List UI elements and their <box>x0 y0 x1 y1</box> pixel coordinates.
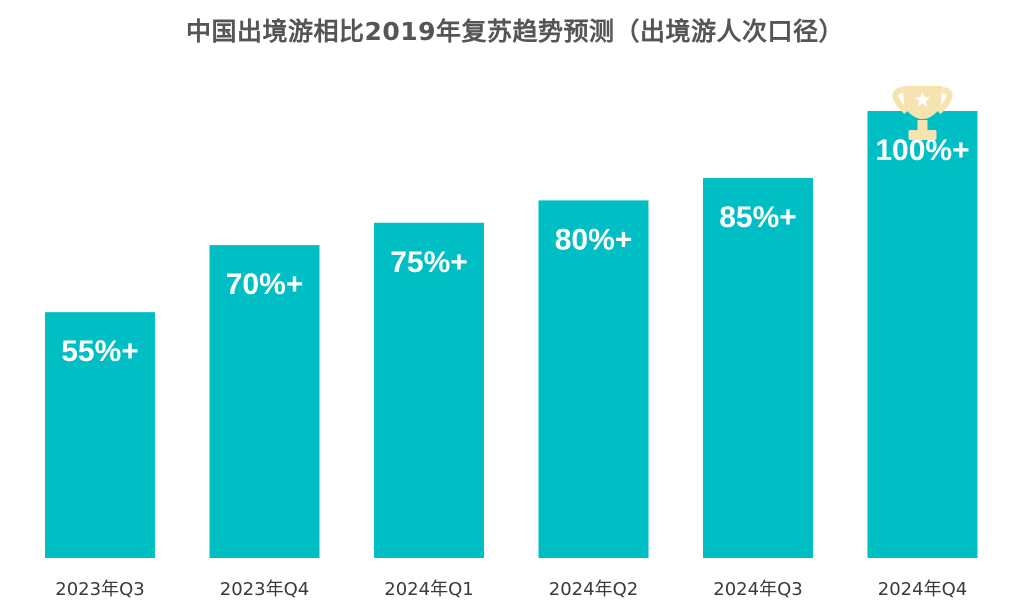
bars-layer <box>45 111 978 559</box>
bar-2023年Q4 <box>209 245 320 558</box>
trophy-icon <box>892 86 953 140</box>
bar-2024年Q3 <box>703 178 813 559</box>
trophy-handles <box>892 87 953 115</box>
category-label: 2023年Q4 <box>220 579 309 600</box>
value-labels-layer: 55%+70%+75%+80%+85%+100%+ <box>61 134 969 368</box>
trophy-stem <box>917 120 928 132</box>
bar-2024年Q2 <box>538 200 649 558</box>
bar-2024年Q1 <box>374 222 484 558</box>
value-label: 75%+ <box>390 246 468 279</box>
bar-2024年Q4 <box>867 111 978 558</box>
value-label: 80%+ <box>555 223 633 256</box>
chart-title: 中国出境游相比2019年复苏趋势预测（出境游人次口径） <box>185 17 845 46</box>
star-icon <box>914 92 931 107</box>
trophy-base <box>908 130 937 140</box>
category-label: 2024年Q2 <box>549 579 638 600</box>
category-label: 2023年Q3 <box>55 579 144 600</box>
value-label: 55%+ <box>61 335 139 368</box>
category-labels-layer: 2023年Q3 2023年Q4 2024年Q1 2024年Q2 2024年Q3 2024年… <box>55 579 967 600</box>
value-label: 70%+ <box>226 268 304 301</box>
bar-2023年Q3 <box>45 312 155 558</box>
category-label: 2024年Q1 <box>384 579 473 600</box>
category-label: 2024年Q4 <box>878 579 967 600</box>
category-label: 2024年Q3 <box>713 579 802 600</box>
value-label: 85%+ <box>719 201 797 234</box>
